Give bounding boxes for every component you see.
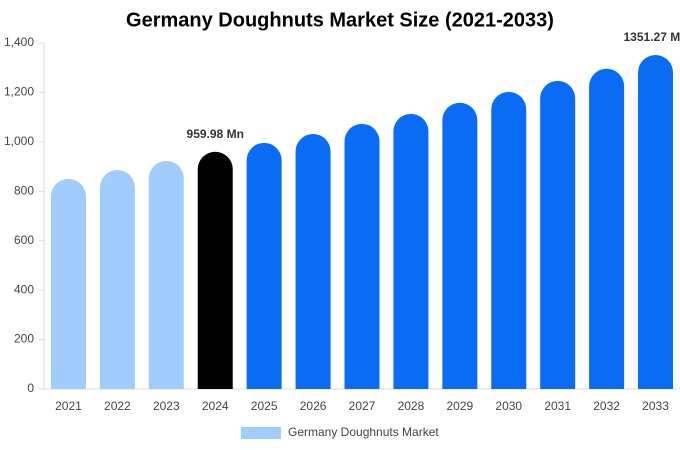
- legend-swatch: [241, 427, 281, 439]
- y-tick-label: 400: [14, 282, 34, 296]
- x-tick-label: 2029: [446, 399, 473, 413]
- bar: [197, 151, 233, 389]
- bar: [50, 178, 86, 389]
- y-tick-label: 0: [27, 381, 34, 395]
- x-tick-label: 2030: [495, 399, 522, 413]
- data-label: 1351.27 Mn: [624, 30, 680, 44]
- x-tick-label: 2022: [104, 399, 131, 413]
- bar: [99, 170, 135, 389]
- bar: [344, 123, 380, 389]
- x-tick-label: 2031: [544, 399, 571, 413]
- bar: [540, 80, 576, 389]
- bar: [589, 68, 625, 390]
- chart-title: Germany Doughnuts Market Size (2021-2033…: [126, 9, 554, 31]
- bar: [148, 160, 184, 389]
- y-tick-label: 800: [14, 183, 34, 197]
- x-tick-label: 2021: [55, 399, 82, 413]
- x-tick-label: 2024: [202, 399, 229, 413]
- bar: [393, 113, 429, 389]
- bar: [491, 91, 527, 389]
- x-tick-label: 2033: [642, 399, 669, 413]
- bar: [295, 133, 331, 389]
- data-label: 959.98 Mn: [187, 127, 244, 141]
- y-tick-label: 1,400: [4, 35, 34, 49]
- y-tick-label: 1,000: [4, 134, 34, 148]
- x-tick-label: 2023: [153, 399, 180, 413]
- bar: [638, 55, 674, 389]
- x-tick-label: 2026: [300, 399, 327, 413]
- x-tick-label: 2025: [251, 399, 278, 413]
- x-tick-label: 2027: [349, 399, 376, 413]
- legend-label: Germany Doughnuts Market: [288, 425, 439, 439]
- bar: [246, 142, 282, 389]
- y-tick-label: 200: [14, 332, 34, 346]
- y-tick-label: 1,200: [4, 85, 34, 99]
- x-tick-label: 2032: [593, 399, 620, 413]
- bar: [442, 102, 478, 390]
- y-tick-label: 600: [14, 233, 34, 247]
- x-tick-label: 2028: [398, 399, 425, 413]
